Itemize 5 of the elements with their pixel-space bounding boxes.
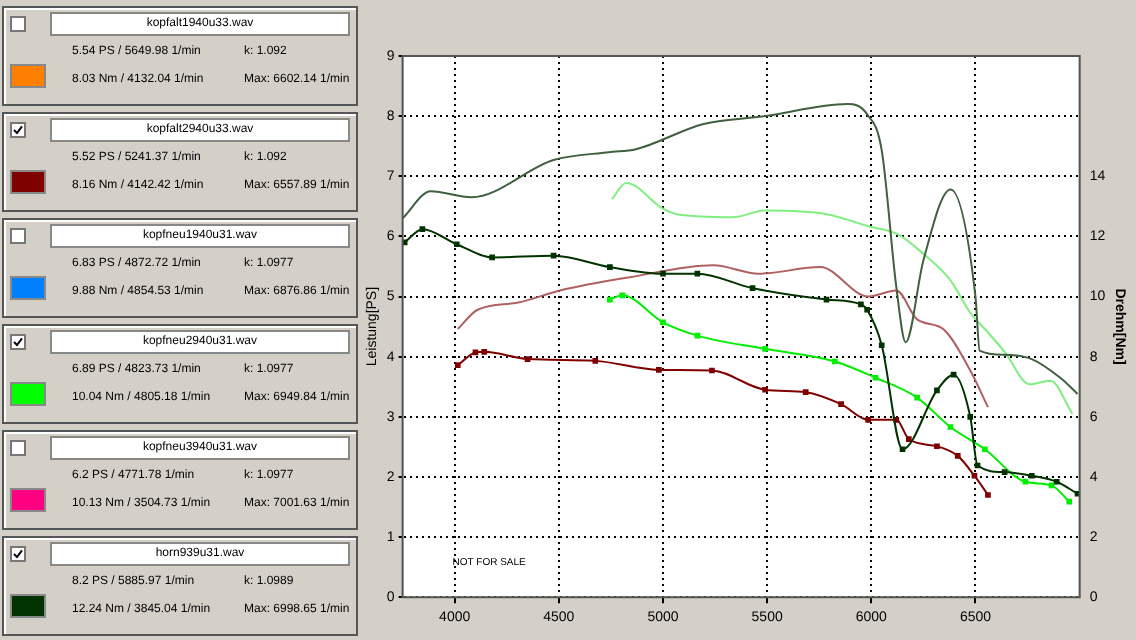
line-series	[607, 292, 1073, 505]
line-series	[610, 181, 1074, 415]
line-series	[402, 226, 1080, 497]
line-series	[402, 103, 1079, 395]
line-series	[456, 264, 989, 409]
